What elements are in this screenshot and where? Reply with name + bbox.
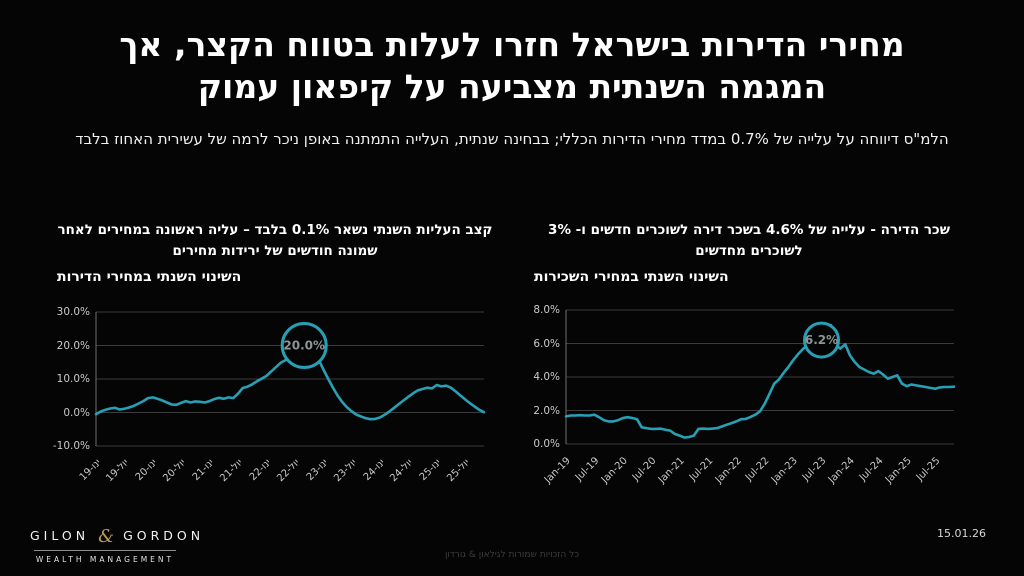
copyright-note: כל הזכויות שמורות לגילאון & גורדון [444, 550, 580, 560]
annotation-circle [280, 322, 328, 369]
logo-name: GILON & GORDON [30, 526, 200, 547]
logo-gilon: GILON [30, 528, 90, 543]
logo-tagline: WEALTH MANAGEMENT [35, 555, 175, 564]
rent-panel-header: שכר הדירה - עלייה של 4.6% בשכר דירה לשוכ… [548, 222, 950, 259]
y-tick-label: -10.0% [52, 440, 90, 452]
logo-divider [34, 550, 176, 551]
y-tick-label: 8.0% [533, 304, 560, 316]
slide-date: 15.01.26 [937, 527, 986, 540]
y-tick-label: 6.0% [533, 337, 560, 350]
chart-canvas: 20.0% [94, 311, 486, 447]
subtitle: הלמ"ס דיווחה על עלייה של 0.7% במדד מחירי… [75, 130, 949, 148]
home-prices-chart: 30.0% 20.0% 10.0% 0.0% -10.0% 20.0% ינו-19 יול-… [50, 302, 505, 507]
y-tick-label: 0.0% [63, 406, 90, 419]
y-tick-label: 4.0% [533, 371, 560, 383]
home-prices-panel-header: קצב העליות השנתי נשאר 0.1% בלבד – עליה ר… [57, 222, 493, 259]
rent-chart: 8.0% 6.0% 4.0% 2.0% 0.0% 6.2% Jan-19 Jul-19 Jan-… [520, 300, 975, 505]
page-title: מחירי הדירות בישראל חזרו לעלות בטווח הקצ… [119, 25, 905, 107]
logo-ampersand-icon: & [98, 526, 115, 547]
rent-chart-title: השינוי השנתי במחירי השכירות [534, 269, 729, 285]
chart-canvas: 6.2% [564, 309, 956, 445]
rent-yoy-line [564, 323, 956, 439]
y-tick-label: 10.0% [56, 373, 90, 385]
gilon-gordon-logo: GILON & GORDON WEALTH MANAGEMENT [30, 526, 200, 564]
logo-gordon: GORDON [123, 528, 205, 543]
y-tick-label: 20.0% [56, 339, 90, 352]
y-tick-label: 2.0% [533, 404, 560, 417]
annotation-label: 20.0% [283, 339, 325, 353]
annotation-label: 6.2% [805, 333, 838, 347]
y-tick-label: 0.0% [533, 438, 560, 450]
annotation-circle [803, 321, 840, 359]
home-prices-chart-title: השינוי השנתי במחירי הדירות [57, 269, 242, 285]
y-tick-label: 30.0% [56, 306, 90, 318]
